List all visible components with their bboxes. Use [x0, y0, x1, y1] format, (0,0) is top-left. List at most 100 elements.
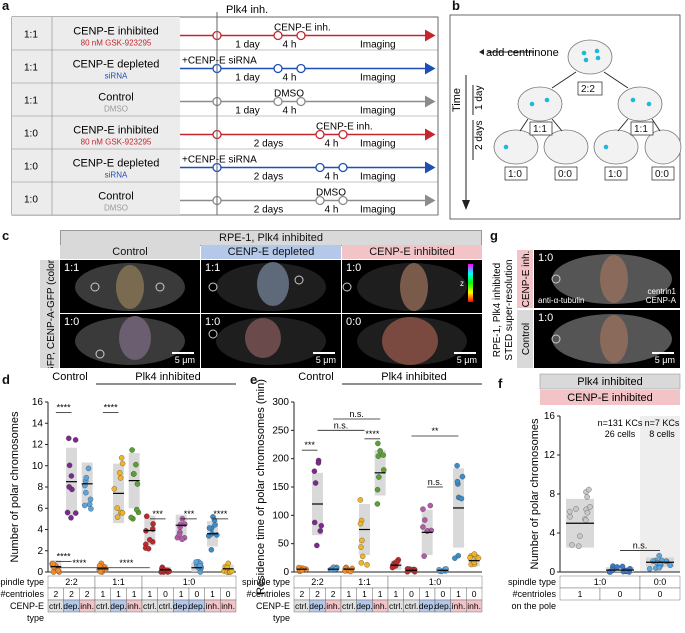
add-centrinone-label: add centrinone [486, 47, 559, 59]
x-table-span-label: 1:1 [358, 577, 371, 587]
data-point [68, 473, 75, 479]
x-table-value: 2 [299, 589, 304, 599]
tile-label: 1:0 [538, 312, 554, 324]
x-table-value: dep. [419, 601, 436, 611]
x-table-value: ctrl. [159, 601, 173, 611]
x-table-value: dep. [356, 601, 373, 611]
data-point [575, 543, 582, 549]
significance-label: **** [72, 558, 87, 568]
data-point [656, 564, 663, 571]
data-point [646, 566, 653, 572]
y-tick-label: 300 [272, 397, 289, 408]
data-point [150, 521, 156, 527]
data-point [119, 460, 126, 467]
cell-mid-left [517, 86, 563, 122]
data-point [317, 528, 324, 534]
row-ratio: 1:0 [24, 129, 38, 140]
scale-bar [313, 352, 335, 354]
data-point [467, 554, 473, 561]
panel-letter-e: e [250, 372, 258, 387]
panel-c-side-bg [40, 260, 59, 368]
significance-label: **** [119, 558, 134, 568]
panel-g-row1-bg [517, 250, 533, 308]
row-condition: Control [98, 191, 133, 203]
x-table-e: spindle type 2:2 1:1 1:0#centrioles 2 2 2 1 1 1 1 0… [242, 575, 483, 623]
data-point [359, 553, 366, 560]
data-point [623, 567, 630, 574]
cell-top [567, 39, 613, 75]
data-point [131, 471, 137, 477]
data-point [573, 506, 579, 512]
significance-label: n.s. [334, 420, 349, 430]
data-point [176, 531, 183, 538]
data-point [299, 567, 305, 573]
x-table-value: dep. [63, 601, 80, 611]
data-point [380, 452, 387, 458]
step2-label: 4 h [283, 106, 297, 117]
y-tick-label: 50 [278, 539, 290, 550]
row-condition-sub: 80 nM GSK-923295 [81, 39, 152, 48]
significance-label: n.s. [428, 477, 443, 487]
mid-step-label: DMSO [274, 89, 304, 100]
data-point [66, 484, 72, 490]
data-point [133, 461, 139, 468]
tile-label: 0:0 [346, 316, 362, 328]
y-axis-label: Number of polar chromosomes [9, 411, 21, 563]
x-table-value: 0 [658, 589, 663, 599]
data-point [381, 467, 387, 473]
significance-label: n.s. [349, 409, 364, 419]
row-ratio: 1:1 [24, 30, 38, 41]
y-tick-label: 4 [37, 525, 43, 536]
cell-bottom-4 [644, 129, 682, 165]
cell-bottom-2 [543, 129, 589, 165]
timepoint-marker [296, 63, 306, 74]
mid-step-label: CENP-E inh. [316, 122, 373, 133]
x-table-value: ctrl. [342, 601, 356, 611]
panel-g-row2-bg [517, 310, 533, 368]
timepoint-marker [273, 96, 283, 107]
data-point [311, 519, 318, 526]
tile-label: 1:0 [538, 252, 554, 264]
data-point [567, 513, 573, 520]
timepoint-marker [273, 63, 283, 74]
x-table-value: 0 [472, 589, 477, 599]
data-point [577, 533, 583, 539]
x-table-value: 1 [179, 589, 184, 599]
data-point [375, 440, 381, 447]
row-ratio: 1:1 [24, 96, 38, 107]
x-table-span-label: 0:0 [654, 577, 667, 587]
data-point [454, 462, 460, 469]
data-point [422, 517, 428, 523]
data-point [357, 497, 364, 503]
data-point [586, 486, 592, 493]
data-point [66, 435, 72, 442]
x-table-row-label: spindle type [508, 577, 556, 587]
step2-label: 4 h [325, 139, 339, 150]
day2-label: 2 days [474, 121, 485, 150]
x-table-cell [220, 599, 237, 613]
mid-step-label: +CENP-E siRNA [182, 56, 257, 67]
data-point [73, 510, 79, 516]
data-point [584, 509, 591, 516]
y-tick-label: 250 [272, 425, 289, 436]
data-point [358, 544, 364, 550]
cenpa-label: CENP-A [645, 296, 676, 305]
data-point [619, 563, 626, 570]
micrograph-depleted-bottom: 1:0 5 μm [201, 314, 341, 368]
y-tick-label: 100 [272, 510, 289, 521]
x-table-row-label: spindle type [242, 577, 290, 587]
group-header: Control [298, 371, 333, 383]
timepoint-marker [315, 195, 325, 206]
x-table-value: 0 [194, 589, 199, 599]
panel-letter-f: f [498, 376, 503, 391]
x-table-value: 1 [116, 589, 121, 599]
data-point [420, 524, 426, 530]
x-table-value: 0 [618, 589, 623, 599]
step1-label: 2 days [254, 172, 283, 183]
data-point [97, 568, 104, 575]
row-ratio: 1:0 [24, 195, 38, 206]
data-point [656, 552, 662, 559]
x-table-value: inh. [80, 601, 94, 611]
x-table-value: 1 [393, 589, 398, 599]
